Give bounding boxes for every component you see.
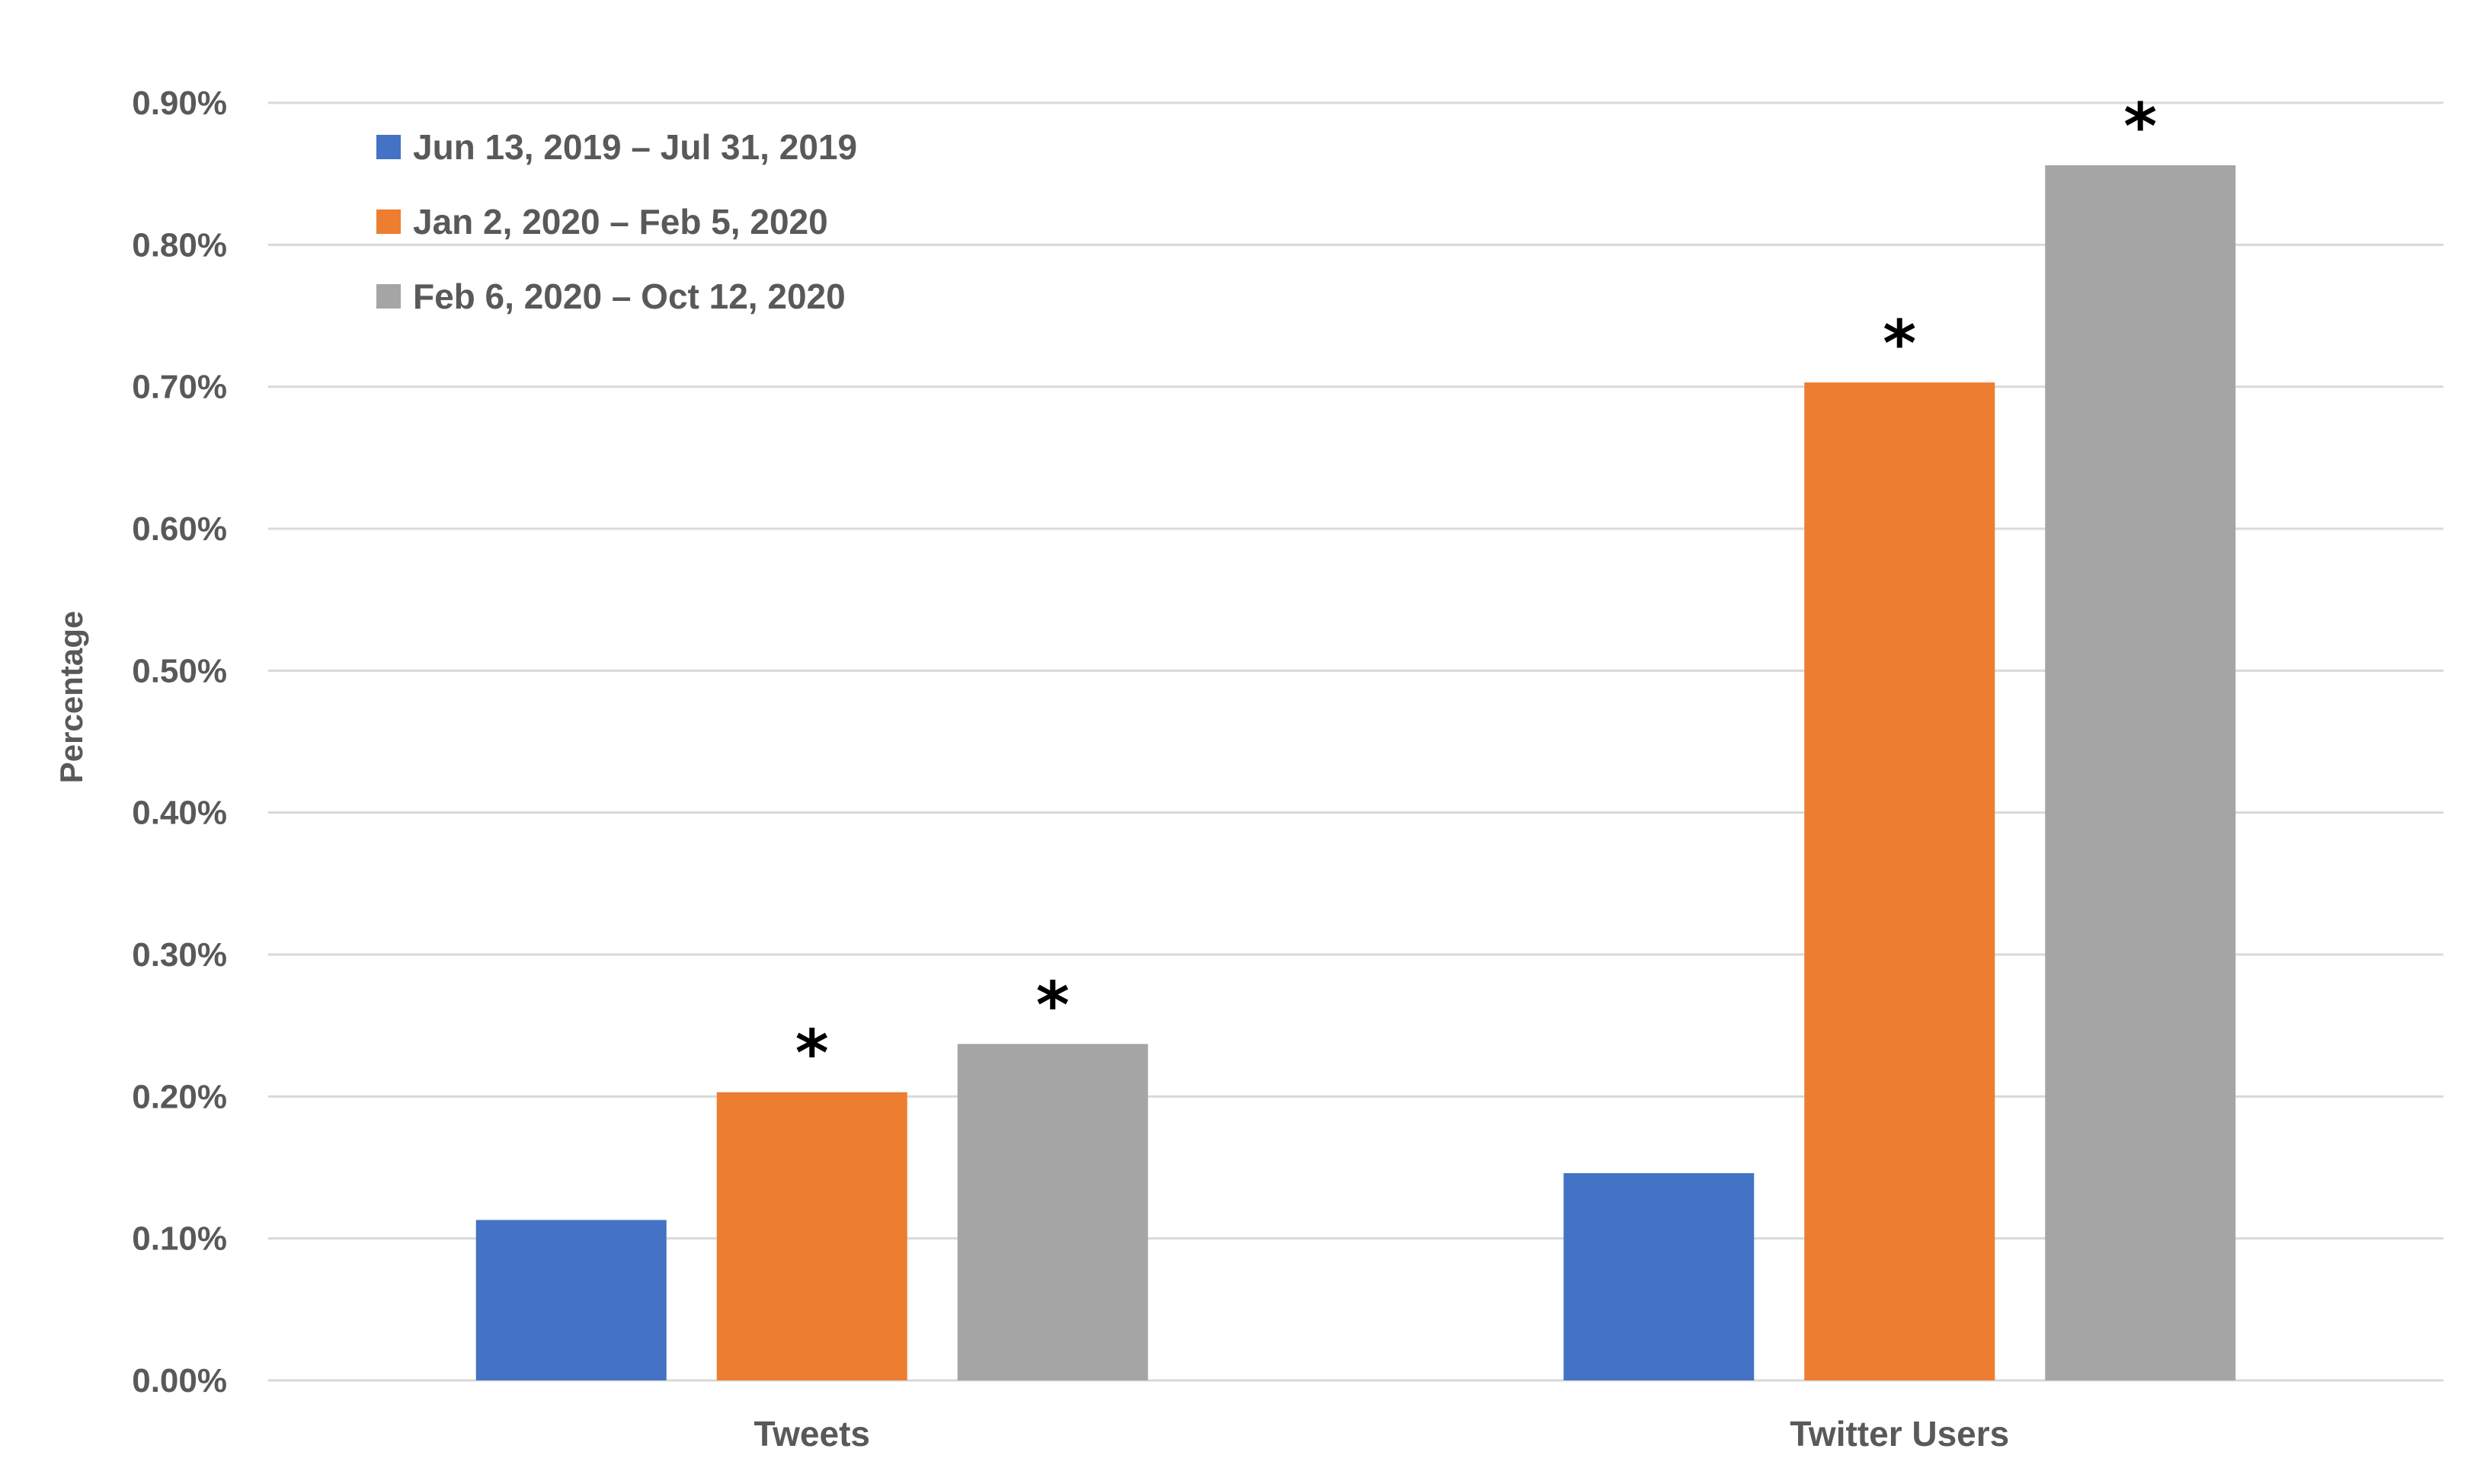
- x-category-label: Tweets: [754, 1414, 870, 1454]
- bars: [475, 165, 2236, 1380]
- y-tick-label: 0.70%: [132, 369, 227, 406]
- significance-asterisk: *: [2123, 89, 2157, 164]
- bar-tweets-series-3: [957, 1044, 1148, 1380]
- y-tick-label: 0.10%: [132, 1220, 227, 1258]
- bar-tweets-series-2: [716, 1092, 907, 1380]
- legend-swatch: [376, 209, 401, 234]
- y-tick-label: 0.30%: [132, 936, 227, 974]
- significance-asterisk: *: [1036, 967, 1070, 1042]
- bar-twitter-users-series-2: [1804, 382, 1995, 1380]
- legend: Jun 13, 2019 – Jul 31, 2019 Jan 2, 2020 –…: [376, 127, 857, 316]
- y-tick-label: 0.00%: [132, 1362, 227, 1399]
- y-tick-label: 0.40%: [132, 795, 227, 832]
- legend-swatch: [376, 135, 401, 159]
- y-tick-label: 0.50%: [132, 652, 227, 689]
- significance-asterisk: *: [795, 1016, 829, 1091]
- y-axis-tick-labels: 0.00% 0.10% 0.20% 0.30% 0.40% 0.50% 0.60% 0.70%…: [132, 85, 227, 1399]
- legend-label: Jun 13, 2019 – Jul 31, 2019: [413, 127, 857, 167]
- significance-markers: * * * *: [795, 89, 2157, 1091]
- bar-twitter-users-series-1: [1563, 1172, 1755, 1380]
- x-category-label: Twitter Users: [1790, 1414, 2009, 1454]
- y-tick-label: 0.20%: [132, 1078, 227, 1115]
- bar-tweets-series-1: [475, 1220, 667, 1380]
- y-tick-label: 0.90%: [132, 85, 227, 122]
- y-tick-label: 0.80%: [132, 226, 227, 264]
- y-axis-title: Percentage: [53, 611, 89, 783]
- bar-twitter-users-series-3: [2045, 165, 2236, 1380]
- significance-asterisk: *: [1883, 306, 1916, 381]
- x-axis-category-labels: Tweets Twitter Users: [754, 1414, 2009, 1454]
- legend-label: Jan 2, 2020 – Feb 5, 2020: [413, 202, 828, 241]
- y-tick-label: 0.60%: [132, 510, 227, 548]
- legend-label: Feb 6, 2020 – Oct 12, 2020: [413, 277, 846, 316]
- legend-swatch: [376, 284, 401, 309]
